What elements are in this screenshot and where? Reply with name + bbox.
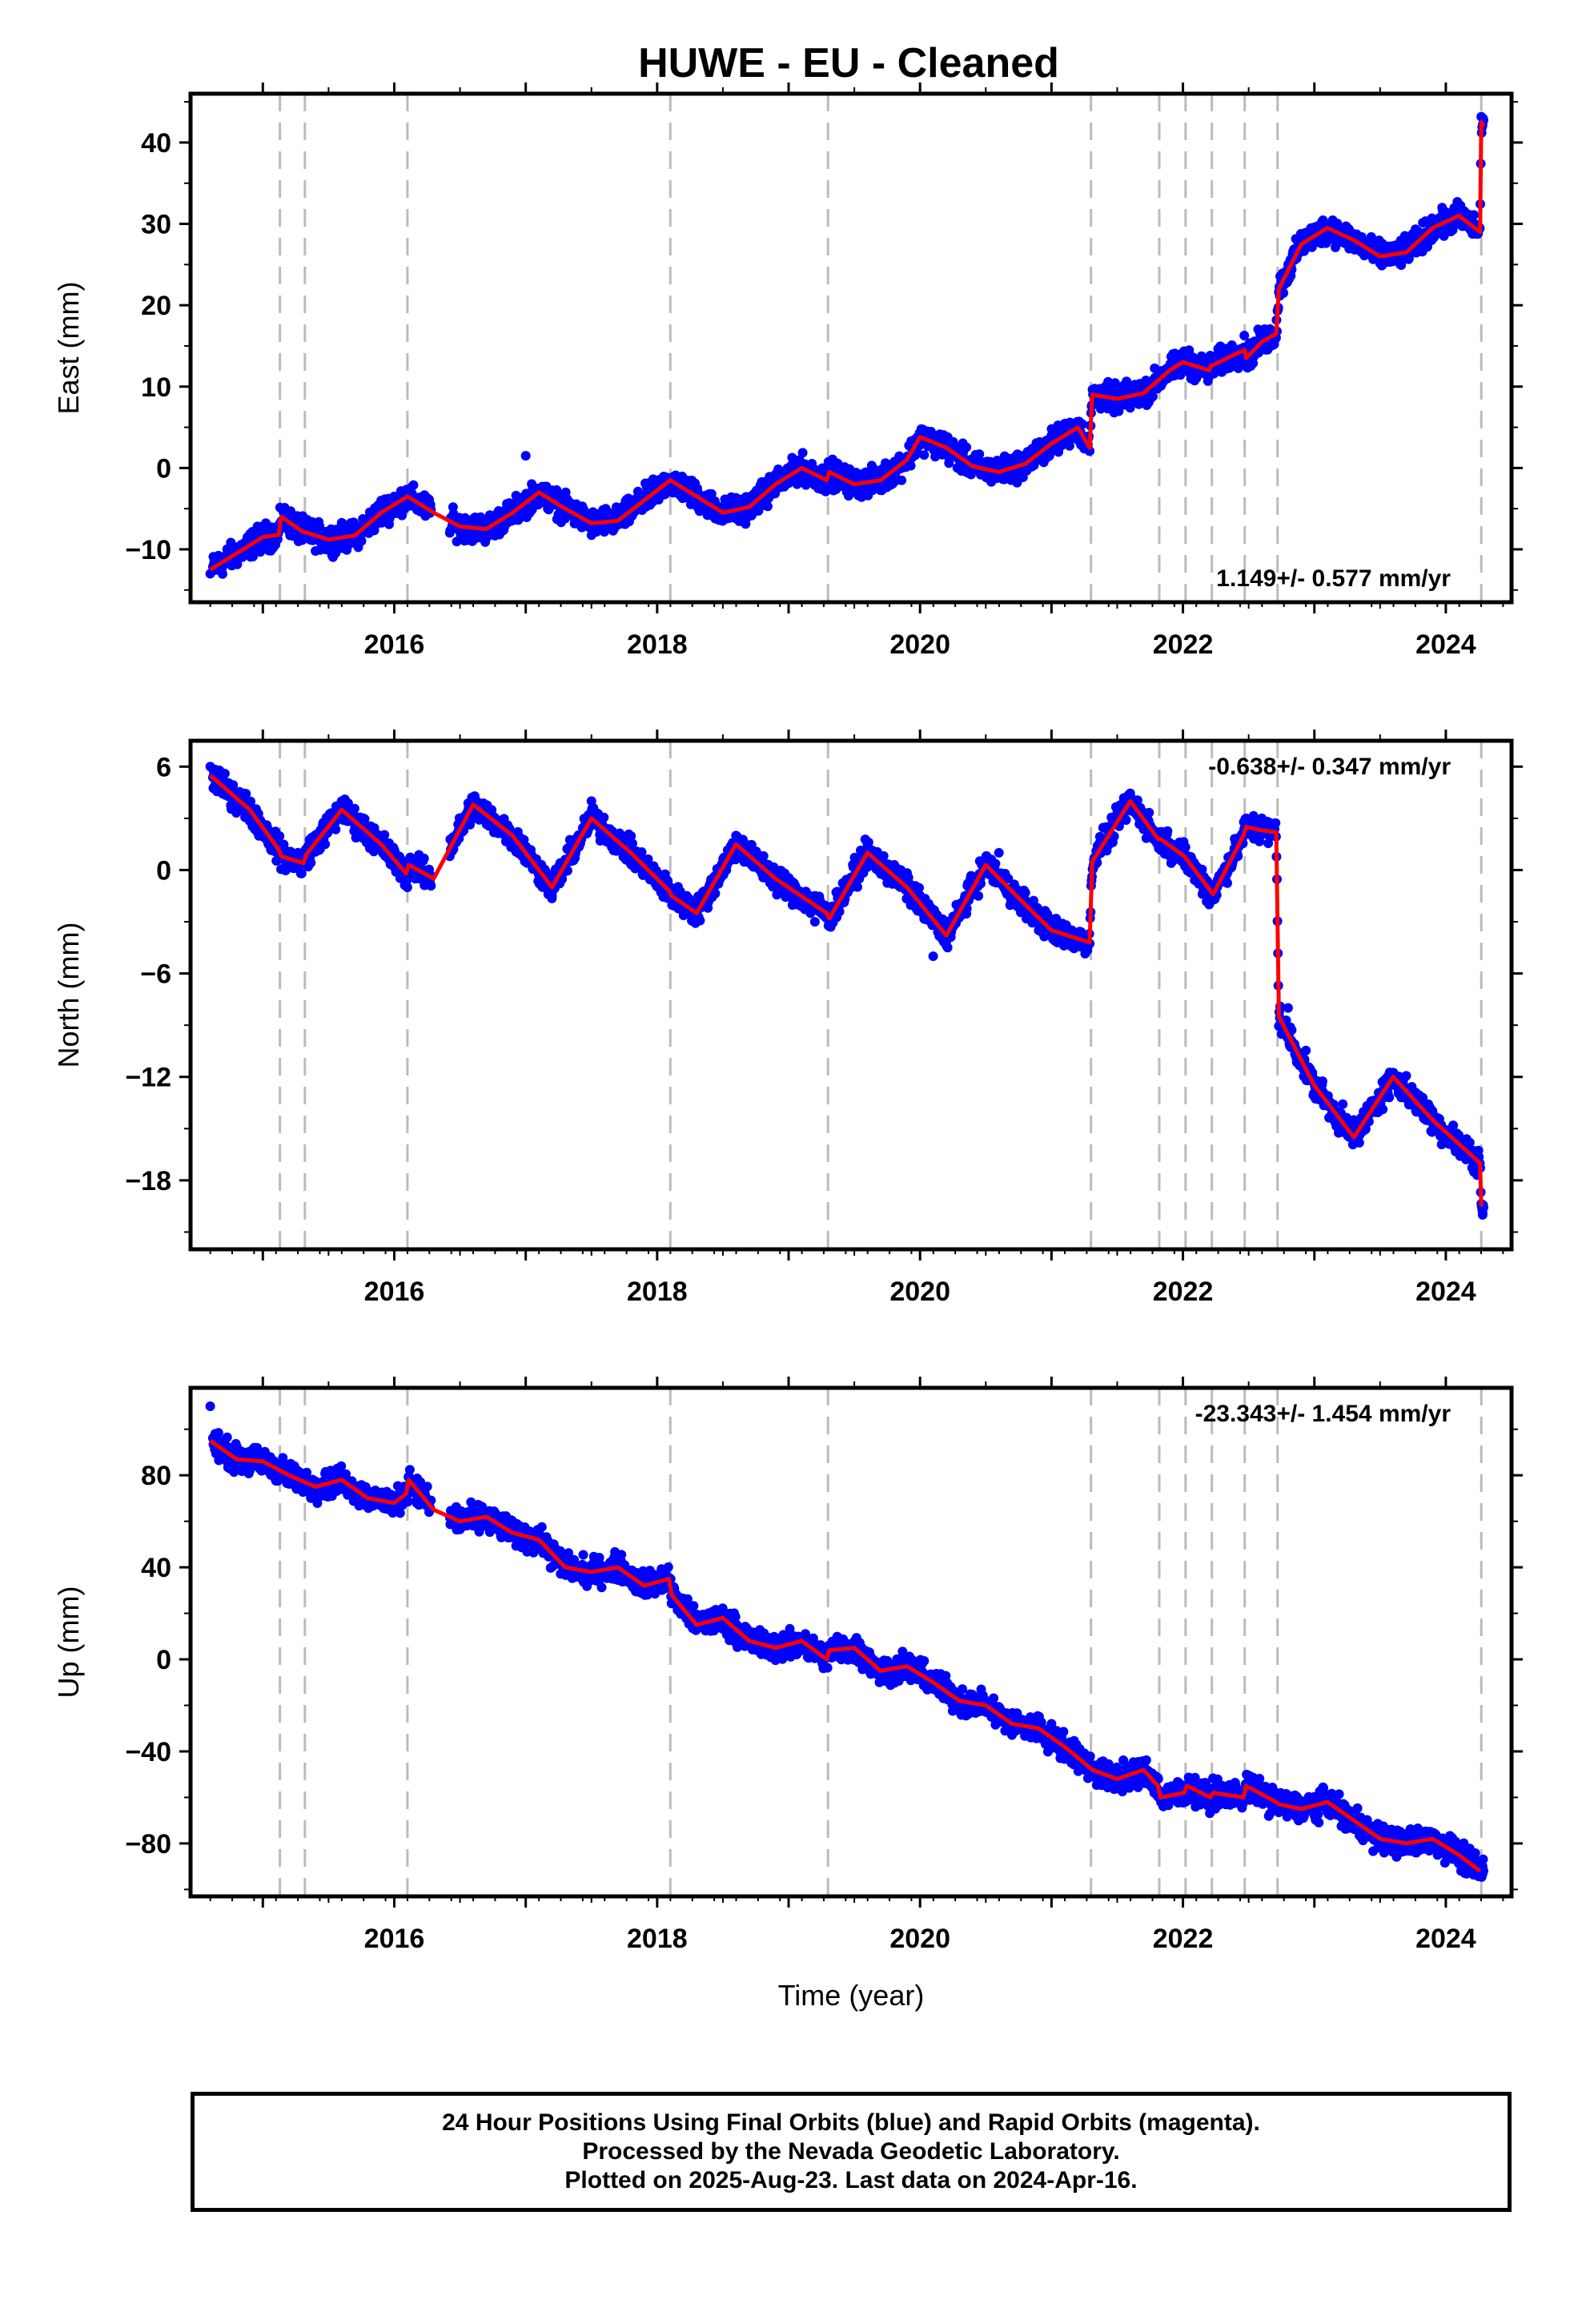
data-point: [1125, 403, 1135, 413]
y-tick-label: 40: [141, 128, 171, 159]
data-point: [1003, 874, 1014, 884]
y-tick-label: 10: [141, 372, 171, 403]
data-point: [787, 452, 797, 463]
data-point: [1469, 210, 1479, 220]
east-panel: −10 0 10 20 30 40 2016 2018 2020 2022 2024 East (mm…: [52, 82, 1523, 660]
plot-area: [205, 94, 1488, 602]
model-fit-line: [209, 120, 1486, 572]
y-tick-label: −10: [125, 535, 171, 565]
data-point: [255, 547, 266, 557]
plot-frame: [188, 91, 1514, 605]
data-point: [315, 521, 325, 531]
x-tick-label: 2016: [364, 629, 425, 660]
data-point: [228, 780, 239, 790]
data-point: [1439, 231, 1449, 241]
data-point: [628, 838, 637, 849]
data-point: [331, 824, 341, 834]
plot-area: [205, 741, 1488, 1249]
data-point: [306, 858, 316, 868]
figure-title: HUWE - EU - Cleaned: [638, 40, 1059, 86]
data-point: [1121, 815, 1131, 825]
x-tick-label: 2020: [889, 629, 950, 660]
data-point: [279, 839, 289, 850]
data-point: [349, 803, 359, 814]
data-point: [626, 831, 636, 841]
data-point: [246, 796, 255, 806]
data-point: [426, 881, 436, 891]
data-point: [974, 449, 985, 460]
data-point: [241, 789, 251, 799]
y-axis-label: East (mm): [52, 282, 85, 415]
x-tick-label: 2024: [1415, 629, 1476, 660]
data-point: [356, 536, 367, 546]
data-point: [990, 858, 1001, 869]
data-point: [944, 458, 954, 468]
velocity-rate-label: 1.149+/- 0.577 mm/yr: [1216, 565, 1451, 592]
x-tick-label: 2018: [627, 629, 688, 660]
data-point: [1122, 376, 1132, 387]
data-point: [219, 769, 230, 778]
data-point: [919, 450, 930, 460]
data-point: [1147, 392, 1158, 402]
data-point: [296, 868, 307, 879]
data-point: [797, 448, 808, 458]
data-point: [762, 501, 773, 512]
data-point: [758, 850, 769, 861]
data-point: [320, 839, 331, 850]
y-tick-label: 20: [141, 291, 171, 321]
data-point: [1144, 807, 1154, 818]
data-point: [599, 812, 609, 822]
data-point: [869, 464, 880, 475]
data-point: [1020, 887, 1030, 898]
data-point: [1239, 331, 1250, 340]
y-tick-label: 0: [156, 453, 171, 484]
data-point: [1184, 345, 1195, 356]
data-point-anchor: [1243, 340, 1254, 351]
data-point-anchor: [389, 491, 400, 501]
data-point: [905, 460, 916, 471]
data-point: [408, 480, 419, 490]
data-point: [914, 883, 924, 893]
data-point: [1064, 440, 1074, 451]
data-point-anchor: [1046, 430, 1057, 440]
data-point: [1162, 826, 1173, 836]
data-point: [853, 882, 862, 892]
data-point: [379, 830, 390, 840]
data-point: [1279, 287, 1289, 298]
data-point-anchor: [1440, 211, 1451, 221]
data-point: [695, 915, 705, 926]
data-point: [636, 847, 647, 857]
data-point: [942, 943, 953, 953]
data-point: [962, 442, 972, 452]
data-point: [1114, 406, 1124, 416]
data-point: [710, 888, 721, 899]
data-point: [834, 907, 845, 917]
data-point: [1029, 895, 1038, 906]
data-point: [1078, 419, 1087, 429]
data-point: [1447, 225, 1458, 235]
data-point: [1227, 340, 1237, 350]
data-point: [419, 853, 429, 863]
y-tick-label: 30: [141, 210, 171, 240]
data-point: [359, 814, 370, 824]
data-point-anchor: [205, 569, 215, 579]
data-point-anchor: [376, 496, 387, 505]
data-point: [1085, 446, 1095, 456]
data-point-anchor: [520, 451, 531, 461]
x-tick-label: 2022: [1153, 629, 1214, 660]
data-point: [275, 831, 285, 841]
data-point: [974, 891, 984, 901]
data-point: [897, 475, 907, 485]
data-point: [878, 850, 889, 861]
data-point: [218, 569, 227, 579]
